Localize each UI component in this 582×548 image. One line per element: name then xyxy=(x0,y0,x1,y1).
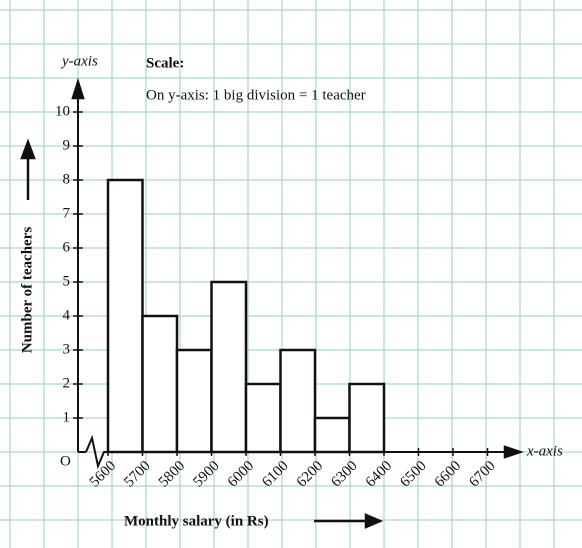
bar xyxy=(210,280,248,454)
bar xyxy=(175,348,213,454)
y-tick-label: 7 xyxy=(63,205,71,221)
arrows xyxy=(20,77,524,529)
y-tick-label: 4 xyxy=(63,307,71,323)
y-tick-label: 9 xyxy=(63,137,71,153)
y-tick-label: 3 xyxy=(63,341,71,357)
bar xyxy=(348,382,386,454)
y-tick-label: 2 xyxy=(63,375,71,391)
bar xyxy=(313,416,351,454)
y-tick-label: 8 xyxy=(63,171,71,187)
origin-label: O xyxy=(60,453,71,469)
bar xyxy=(106,178,144,454)
y-label: Number of teachers xyxy=(19,227,35,354)
y-tick-label: 1 xyxy=(63,409,71,425)
bar xyxy=(141,314,179,454)
bar xyxy=(279,348,317,454)
bar xyxy=(244,382,282,454)
y-tick-label: 10 xyxy=(55,103,70,119)
scale-title: Scale: xyxy=(146,55,184,71)
x-label: Monthly salary (in Rs) xyxy=(124,513,269,529)
y-tick-label: 5 xyxy=(63,273,71,289)
y-tick-label: 6 xyxy=(63,239,71,255)
scale-text: On y-axis: 1 big division = 1 teacher xyxy=(146,87,366,103)
y-axis-name: y-axis xyxy=(60,53,98,69)
x-axis-name: x-axis xyxy=(526,443,563,459)
